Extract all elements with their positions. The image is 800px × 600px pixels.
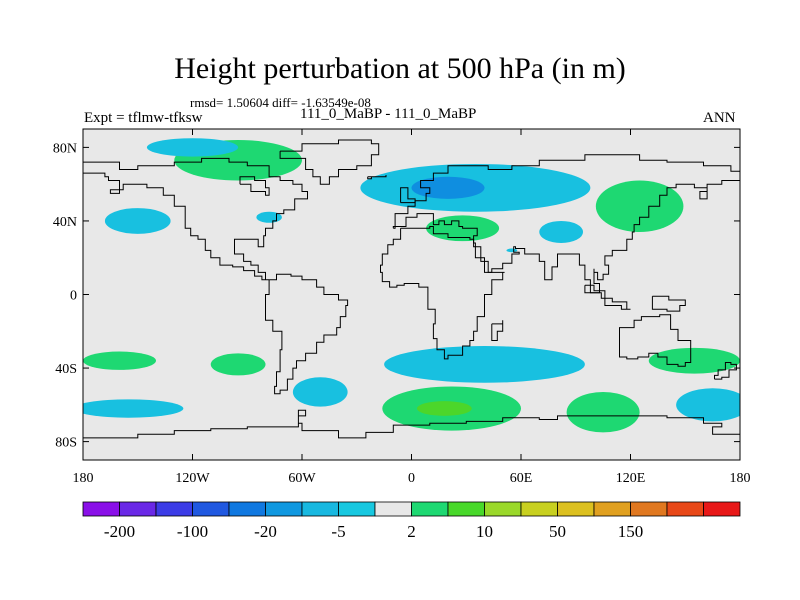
colorbar-swatch <box>338 501 376 517</box>
coastline <box>367 175 387 180</box>
anomaly-region-cyan <box>292 377 348 407</box>
coastline-layer <box>83 139 740 439</box>
coastline <box>651 295 686 312</box>
colorbar-swatch <box>630 501 668 517</box>
coastline <box>491 320 504 341</box>
colorbar-swatch <box>82 501 120 517</box>
colorbar-label: -5 <box>331 522 345 541</box>
anomaly-region-cyan <box>539 220 584 244</box>
y-tick-label: 0 <box>70 289 77 304</box>
coastline <box>279 139 380 185</box>
colorbar-swatch <box>520 501 558 517</box>
y-tick-label: 80S <box>55 436 77 451</box>
colorbar-swatch <box>593 501 631 517</box>
colorbar-label: 10 <box>476 522 493 541</box>
colorbar-swatch <box>374 501 412 517</box>
anomaly-region-cyan <box>83 399 184 418</box>
y-tick-label: 40S <box>55 362 77 377</box>
anomaly-region-bright_green <box>416 401 472 416</box>
x-tick-label: 180 <box>73 471 94 486</box>
anomaly-region-cyan <box>506 248 518 253</box>
colorbar-swatch <box>301 501 339 517</box>
x-tick-label: 120W <box>175 471 210 486</box>
colorbar-label: 150 <box>618 522 644 541</box>
season-label: ANN <box>703 110 736 126</box>
x-tick-label: 120E <box>616 471 646 486</box>
x-tick-label: 60E <box>510 471 533 486</box>
coastline <box>239 176 270 196</box>
colorbar-swatch <box>557 501 595 517</box>
x-tick-label: 180 <box>730 471 751 486</box>
coastline <box>400 187 416 204</box>
anomaly-region-cyan <box>146 138 239 157</box>
coastline <box>714 362 737 380</box>
axes: 180 120W 60W 0 60E 120E 180 80N 40N 0 40S 80S <box>53 129 751 486</box>
coastline <box>265 273 349 395</box>
x-tick-label: 0 <box>408 471 415 486</box>
colorbar-label: 50 <box>549 522 566 541</box>
colorbar-label: -200 <box>104 522 135 541</box>
colorbar-swatch <box>411 501 449 517</box>
colorbar-label: -100 <box>177 522 208 541</box>
anomaly-region-green <box>648 347 740 374</box>
colorbar-swatch <box>703 501 741 517</box>
coastline <box>83 409 740 439</box>
coastline <box>619 314 692 367</box>
anomaly-region-green <box>595 180 684 232</box>
coastline <box>380 226 505 360</box>
colorbar-label: 2 <box>407 522 416 541</box>
anomaly-region-green <box>83 351 156 370</box>
anomaly-region-green <box>566 391 640 433</box>
experiment-label: Expt = tflmw-tfksw <box>84 110 203 126</box>
colorbar-swatch <box>265 501 303 517</box>
plot-title: Height perturbation at 500 hPa (in m) <box>174 52 626 85</box>
colorbar-swatch <box>447 501 485 517</box>
coastline <box>392 180 740 294</box>
colorbar-swatch <box>228 501 266 517</box>
y-tick-label: 80N <box>53 141 77 156</box>
coastline <box>584 284 631 310</box>
coastline <box>393 154 740 229</box>
colorbar-swatch <box>119 501 157 517</box>
y-tick-label: 40N <box>53 215 77 230</box>
anomaly-region-cyan <box>104 208 171 234</box>
anomaly-region-green <box>210 353 266 376</box>
anomaly-region-cyan <box>384 345 585 383</box>
colorbar-swatch <box>192 501 230 517</box>
anomaly-region-cyan <box>676 388 740 422</box>
colorbar-swatch <box>484 501 522 517</box>
colorbar-swatch <box>666 501 704 517</box>
anomaly-layer <box>83 138 740 433</box>
colorbar-label: -20 <box>254 522 277 541</box>
coastline <box>83 157 308 281</box>
x-tick-label: 60W <box>288 471 316 486</box>
rmsd-diff-stats: rmsd= 1.50604 diff= -1.63549e-08 <box>190 95 371 110</box>
anomaly-region-cyan <box>256 211 282 223</box>
colorbar: -200 -100 -20 -5 2 10 50 150 <box>82 501 741 541</box>
colorbar-swatch <box>155 501 193 517</box>
period-label: 111_0_MaBP - 111_0_MaBP <box>300 106 477 122</box>
